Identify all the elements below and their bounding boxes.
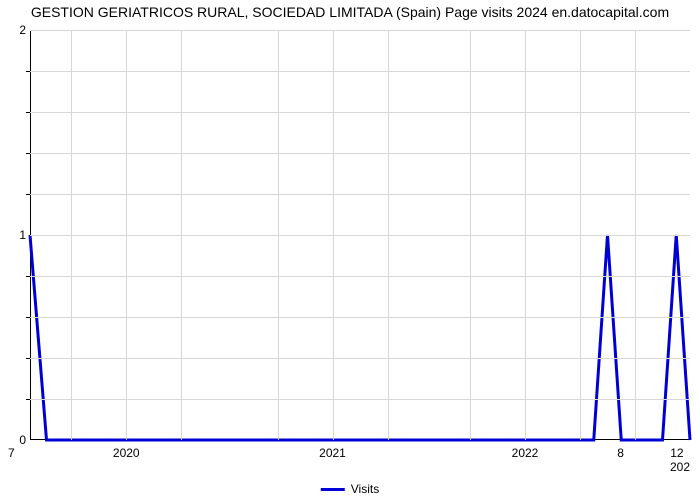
legend: Visits [321, 482, 379, 496]
grid-h [30, 399, 690, 400]
xtick-label: 2022 [512, 446, 539, 460]
grid-v [333, 30, 334, 440]
yminor-tick [26, 358, 30, 359]
yminor-tick [26, 399, 30, 400]
grid-h [30, 153, 690, 154]
chart-title: GESTION GERIATRICOS RURAL, SOCIEDAD LIMI… [0, 4, 700, 20]
xtick-label: 2021 [319, 446, 346, 460]
grid-v [525, 30, 526, 440]
corner-bottom-right-outer: 12 [670, 446, 683, 460]
xtick-label: 2020 [113, 446, 140, 460]
grid-h [30, 112, 690, 113]
yminor-tick [26, 276, 30, 277]
grid-h [30, 276, 690, 277]
grid-v [181, 30, 182, 440]
yminor-tick [26, 153, 30, 154]
grid-v [388, 30, 389, 440]
plot-area [30, 30, 690, 440]
ytick-label: 2 [6, 23, 26, 37]
grid-v [126, 30, 127, 440]
grid-v [635, 30, 636, 440]
grid-h [30, 30, 690, 31]
ytick-label: 0 [6, 433, 26, 447]
grid-v [71, 30, 72, 440]
yminor-tick [26, 112, 30, 113]
yminor-tick [26, 194, 30, 195]
grid-v [470, 30, 471, 440]
grid-h [30, 358, 690, 359]
visits-chart: GESTION GERIATRICOS RURAL, SOCIEDAD LIMI… [0, 0, 700, 500]
grid-v [580, 30, 581, 440]
legend-label: Visits [351, 482, 379, 496]
yminor-tick [26, 71, 30, 72]
grid-h [30, 235, 690, 236]
grid-h [30, 71, 690, 72]
grid-h [30, 317, 690, 318]
corner-far-right: 202 [670, 460, 690, 474]
grid-v [278, 30, 279, 440]
legend-swatch [321, 488, 345, 491]
corner-bottom-left: 7 [8, 446, 15, 460]
grid-h [30, 194, 690, 195]
ytick-label: 1 [6, 228, 26, 242]
yminor-tick [26, 317, 30, 318]
corner-bottom-right-inner: 8 [617, 446, 624, 460]
